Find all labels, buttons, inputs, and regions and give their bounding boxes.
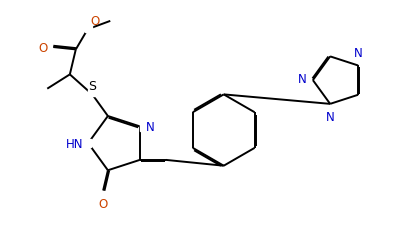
Bar — [85, 25, 92, 33]
Text: O: O — [90, 15, 99, 28]
Text: O: O — [98, 197, 108, 210]
Bar — [140, 123, 149, 131]
Bar — [79, 139, 90, 148]
Text: O: O — [39, 41, 48, 54]
Text: S: S — [88, 79, 96, 92]
Bar — [88, 89, 96, 96]
Text: N: N — [354, 47, 362, 60]
Text: HN: HN — [66, 137, 83, 150]
Text: N: N — [298, 73, 307, 86]
Text: N: N — [146, 120, 155, 133]
Text: N: N — [326, 111, 335, 124]
